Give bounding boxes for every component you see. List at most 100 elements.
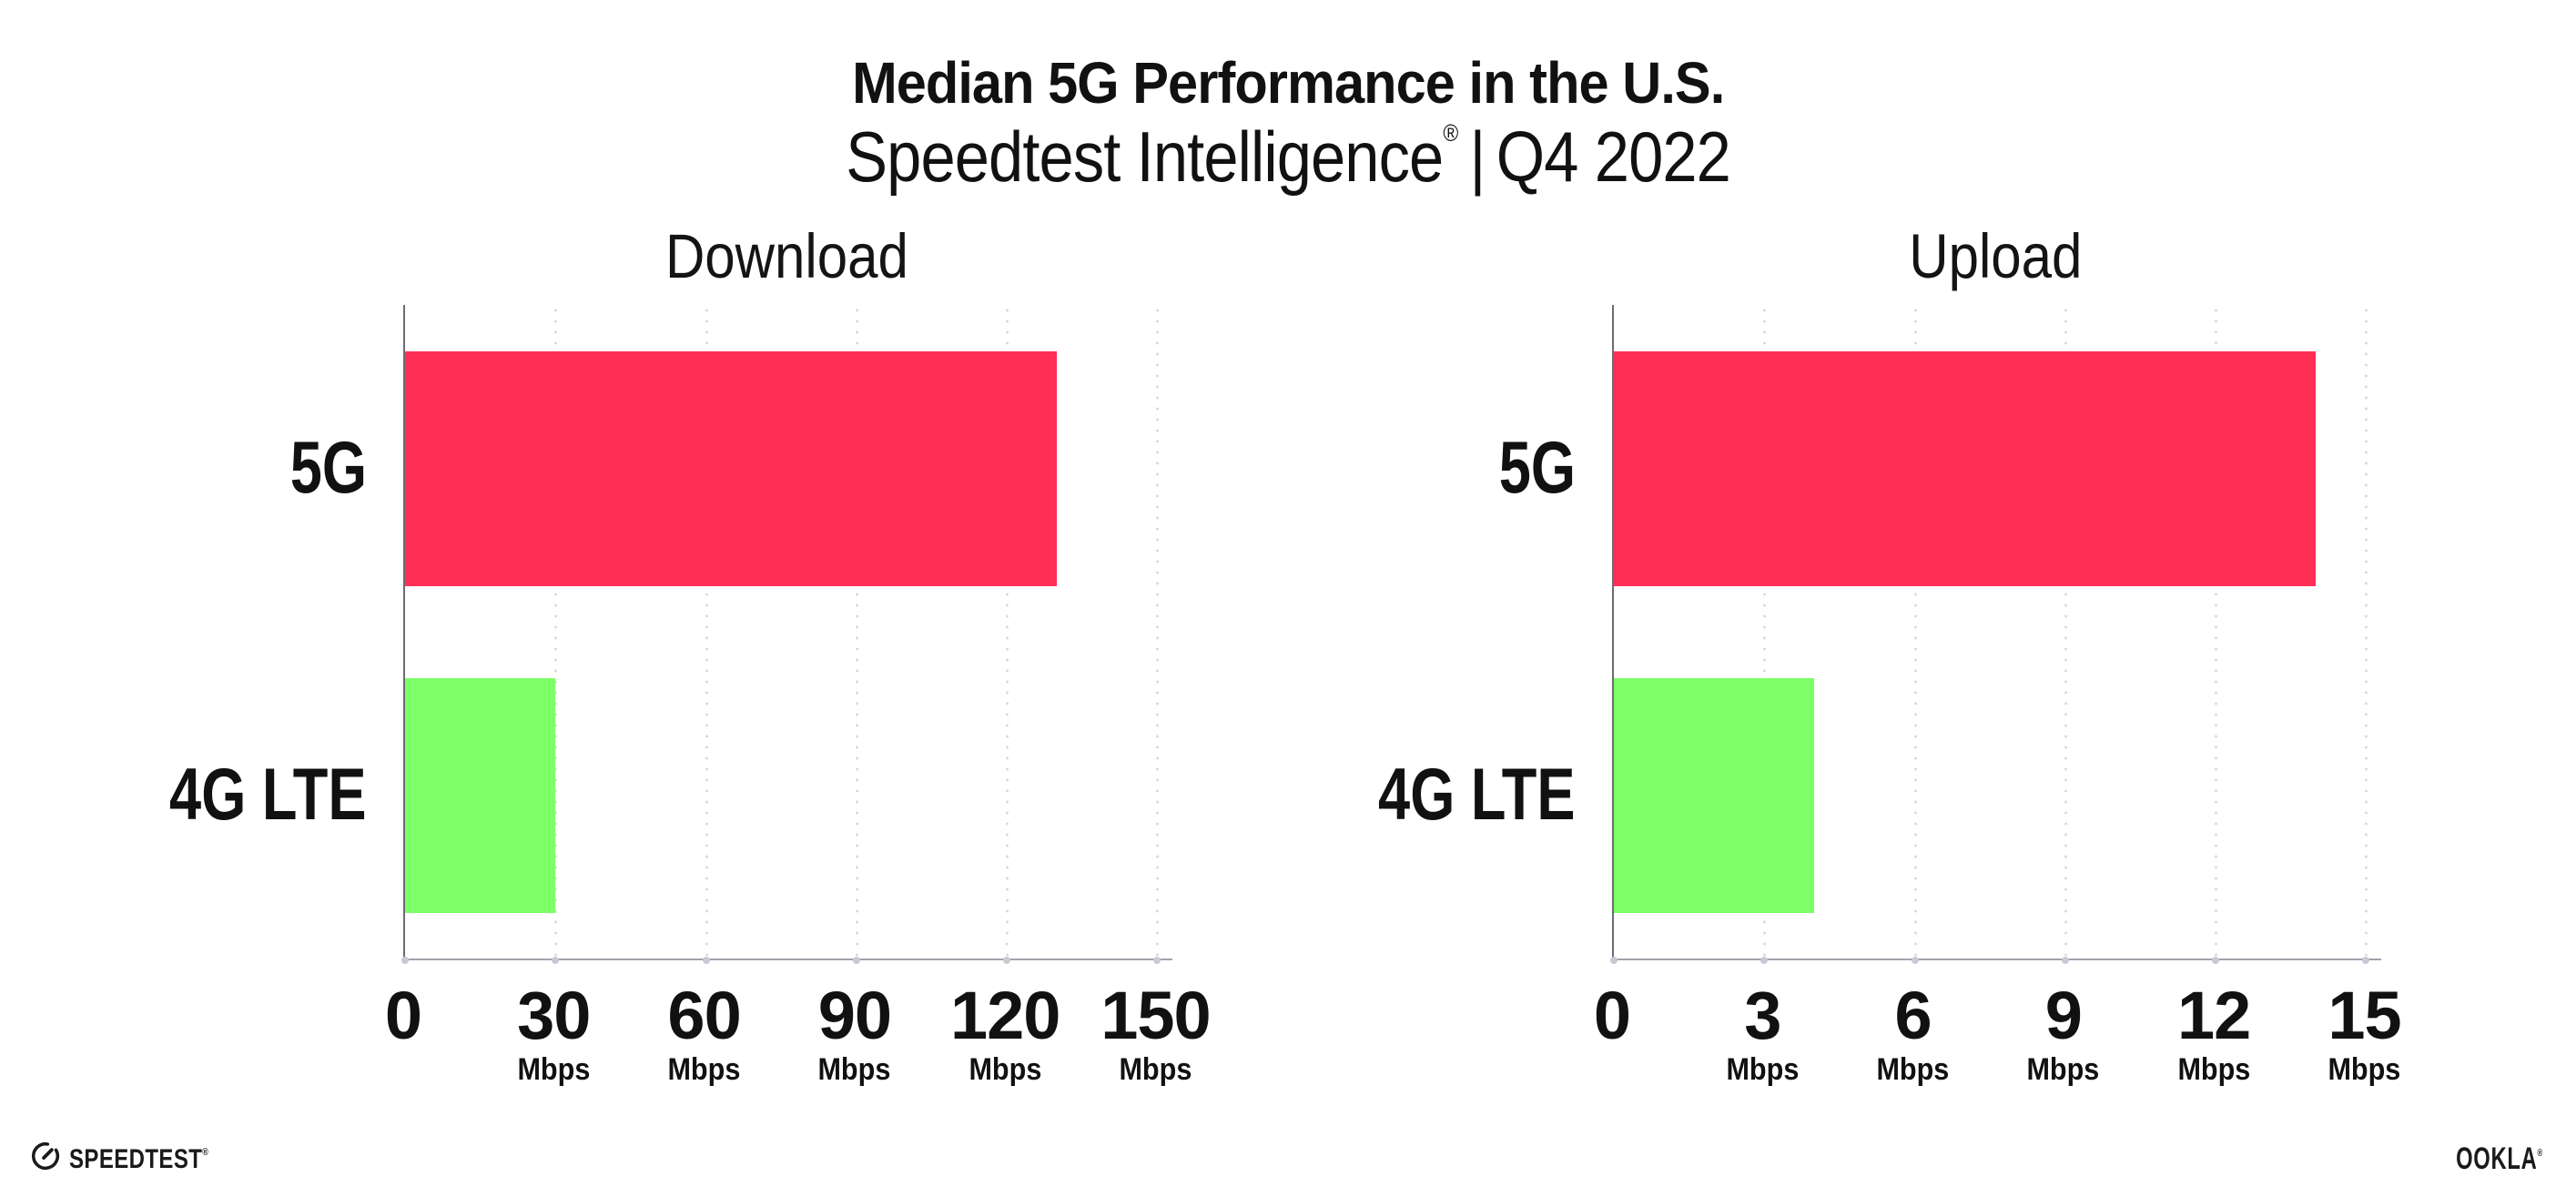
- x-tick-unit: Mbps: [745, 1050, 964, 1089]
- x-tick-value-text: 150: [1100, 978, 1211, 1053]
- x-tick-unit-text: Mbps: [2026, 1052, 2100, 1087]
- x-tick-label-30: 30 Mbps: [444, 981, 663, 1089]
- axis-tick-dot-6: [1911, 957, 1919, 964]
- x-tick-value-text: 3: [1744, 978, 1781, 1053]
- x-tick-unit-text: Mbps: [817, 1052, 891, 1087]
- x-tick-value: 3: [1653, 981, 1871, 1050]
- x-tick-label-150: 150 Mbps: [1046, 981, 1264, 1089]
- x-tick-unit: Mbps: [444, 1050, 663, 1089]
- download-chart-title: Download: [403, 220, 1171, 293]
- x-tick-label-12: 12 Mbps: [2104, 981, 2323, 1089]
- download-chart-title-text: Download: [665, 221, 908, 291]
- category-label-5g: 5G: [36, 422, 367, 513]
- gridline-120: [1006, 305, 1009, 959]
- category-label-5g: 5G: [1245, 422, 1576, 513]
- x-tick-unit-text: Mbps: [517, 1052, 591, 1087]
- gridline-30: [554, 305, 558, 959]
- x-tick-unit: Mbps: [2104, 1050, 2323, 1089]
- x-tick-label-90: 90 Mbps: [745, 981, 964, 1089]
- x-tick-unit-text: Mbps: [1876, 1052, 1950, 1087]
- category-label-5g-text: 5G: [289, 427, 367, 509]
- x-tick-value: 9: [1954, 981, 2173, 1050]
- x-tick-unit: Mbps: [595, 1050, 814, 1089]
- registered-trademark-icon: ®: [202, 1147, 209, 1158]
- gridline-9: [2064, 305, 2067, 959]
- upload-x-axis-labels: 0 3 Mbps 6 Mbps 9 Mbps 12 Mbps 15 Mbps: [1594, 981, 2402, 1127]
- x-tick-unit: Mbps: [2255, 1050, 2473, 1089]
- x-tick-value: 15: [2255, 981, 2473, 1050]
- ookla-logo: OOKLA®: [2419, 1140, 2543, 1175]
- axis-tick-dot-9: [2061, 957, 2069, 964]
- x-tick-unit-text: Mbps: [1726, 1052, 1800, 1087]
- registered-trademark-icon: ®: [1443, 119, 1459, 147]
- x-tick-label-0: 0: [1503, 981, 1721, 1050]
- x-tick-unit: Mbps: [1954, 1050, 2173, 1089]
- axis-tick-dot-90: [852, 957, 860, 964]
- subtitle-divider: |: [1469, 117, 1486, 197]
- page-title-text: Median 5G Performance in the U.S.: [851, 49, 1725, 116]
- axis-tick-dot-15: [2362, 957, 2370, 964]
- x-tick-label-60: 60 Mbps: [595, 981, 814, 1089]
- x-tick-label-3: 3 Mbps: [1653, 981, 1871, 1089]
- speedtest-wordmark: SPEEDTEST®: [69, 1136, 243, 1176]
- subtitle-brand: Speedtest Intelligence: [846, 117, 1444, 197]
- gridline-3: [1763, 305, 1767, 959]
- category-label-4g-lte: 4G LTE: [1245, 749, 1576, 840]
- speedtest-gauge-icon: [31, 1141, 60, 1171]
- x-tick-label-120: 120 Mbps: [896, 981, 1114, 1089]
- x-tick-unit: Mbps: [896, 1050, 1114, 1089]
- x-tick-value-text: 0: [384, 978, 422, 1053]
- axis-tick-dot-0: [401, 957, 409, 964]
- x-tick-value: 60: [595, 981, 814, 1050]
- x-tick-unit: Mbps: [1046, 1050, 1264, 1089]
- x-tick-value-text: 0: [1593, 978, 1631, 1053]
- axis-tick-dot-30: [552, 957, 560, 964]
- x-tick-value-text: 30: [517, 978, 591, 1053]
- subtitle-period: Q4 2022: [1496, 117, 1731, 197]
- x-tick-value: 150: [1046, 981, 1264, 1050]
- x-tick-unit: Mbps: [1804, 1050, 2023, 1089]
- gridline-15: [2365, 305, 2368, 959]
- x-tick-value-text: 6: [1894, 978, 1932, 1053]
- gridline-60: [705, 305, 708, 959]
- bar-4g-lte: [1614, 678, 1815, 913]
- category-label-4g-lte-text: 4G LTE: [169, 754, 367, 836]
- x-tick-value: 12: [2104, 981, 2323, 1050]
- x-tick-value-text: 12: [2177, 978, 2251, 1053]
- x-tick-value-text: 90: [817, 978, 892, 1053]
- axis-tick-dot-150: [1153, 957, 1161, 964]
- download-plot-area: [401, 305, 1172, 964]
- x-tick-value: 0: [294, 981, 512, 1050]
- bar-5g: [1614, 351, 2317, 586]
- axis-tick-dot-60: [702, 957, 710, 964]
- page-subtitle: Speedtest Intelligence® | Q4 2022: [0, 89, 2576, 200]
- x-tick-unit: Mbps: [1653, 1050, 1871, 1089]
- x-tick-unit-text: Mbps: [2177, 1052, 2251, 1087]
- upload-chart-title: Upload: [1612, 220, 2379, 293]
- x-tick-unit-text: Mbps: [1119, 1052, 1192, 1087]
- x-tick-label-9: 9 Mbps: [1954, 981, 2173, 1089]
- bar-4g-lte: [405, 678, 556, 913]
- axis-tick-dot-12: [2212, 957, 2220, 964]
- registered-trademark-icon: ®: [2537, 1148, 2543, 1159]
- x-tick-value: 0: [1503, 981, 1721, 1050]
- page-title: Median 5G Performance in the U.S.: [0, 45, 2576, 121]
- axis-tick-dot-3: [1760, 957, 1769, 964]
- category-label-5g-text: 5G: [1498, 427, 1576, 509]
- speedtest-wordmark-text: SPEEDTEST: [69, 1144, 203, 1174]
- axis-tick-dot-0: [1610, 957, 1618, 964]
- x-tick-label-0: 0: [294, 981, 512, 1050]
- category-label-4g-lte: 4G LTE: [36, 749, 367, 840]
- x-tick-value-text: 120: [949, 978, 1060, 1053]
- x-tick-label-6: 6 Mbps: [1804, 981, 2023, 1089]
- x-tick-unit-text: Mbps: [2328, 1052, 2401, 1087]
- x-tick-label-15: 15 Mbps: [2255, 981, 2473, 1089]
- x-tick-value: 30: [444, 981, 663, 1050]
- ookla-wordmark-text: OOKLA: [2456, 1141, 2538, 1176]
- x-tick-value: 90: [745, 981, 964, 1050]
- x-tick-value-text: 15: [2328, 978, 2401, 1053]
- gridline-12: [2215, 305, 2218, 959]
- x-tick-unit-text: Mbps: [969, 1052, 1042, 1087]
- x-tick-value-text: 60: [667, 978, 741, 1053]
- gridline-6: [1913, 305, 1917, 959]
